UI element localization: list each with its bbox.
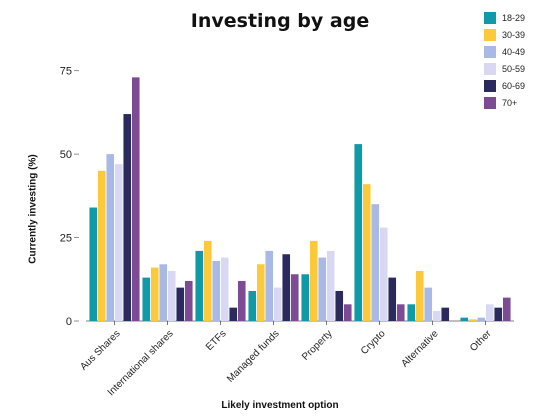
bar-70+-1 xyxy=(184,280,193,321)
bar-60-69-6 xyxy=(441,307,450,321)
legend-item: 60-69 xyxy=(484,77,525,94)
bar-30-39-1 xyxy=(150,267,159,321)
y-tick-label: 25 xyxy=(60,233,72,245)
x-tick-label: Managed funds xyxy=(225,328,282,385)
x-tick-label: Crypto xyxy=(359,328,388,357)
bar-40-49-4 xyxy=(318,257,327,321)
y-tick-label: 50 xyxy=(60,149,72,161)
legend-swatch xyxy=(484,79,496,92)
bar-50-59-4 xyxy=(326,250,335,321)
y-tick-label: 75 xyxy=(60,66,72,78)
legend-item: 30-39 xyxy=(484,26,525,43)
bar-18-29-4 xyxy=(301,274,310,321)
bar-30-39-6 xyxy=(415,270,424,321)
legend-label: 40-49 xyxy=(502,46,526,57)
legend-item: 40-49 xyxy=(484,43,525,60)
x-tick-label: Other xyxy=(468,328,494,354)
bar-60-69-3 xyxy=(282,254,291,321)
bar-60-69-1 xyxy=(176,287,185,322)
legend-swatch xyxy=(484,96,496,109)
x-tick-label: Alternative xyxy=(399,328,440,369)
legend-label: 30-39 xyxy=(502,29,526,40)
bar-70+-5 xyxy=(396,304,405,321)
bar-40-49-7 xyxy=(477,317,486,321)
legend-label: 18-29 xyxy=(502,12,526,23)
bar-40-49-3 xyxy=(265,250,274,321)
bar-40-49-1 xyxy=(159,264,168,321)
bar-50-59-3 xyxy=(273,287,282,322)
bar-50-59-2 xyxy=(220,257,229,321)
legend-swatch xyxy=(484,28,496,41)
bar-60-69-7 xyxy=(494,307,503,321)
legend-swatch xyxy=(484,45,496,58)
legend-item: 70+ xyxy=(484,94,525,111)
bar-30-39-5 xyxy=(362,184,371,321)
x-tick-label: Property xyxy=(300,328,335,363)
bar-40-49-2 xyxy=(212,260,221,321)
bar-70+-4 xyxy=(343,304,352,321)
y-tick-label: 0 xyxy=(66,316,72,328)
bar-40-49-5 xyxy=(371,204,380,321)
bar-70+-3 xyxy=(290,274,299,321)
bar-18-29-7 xyxy=(460,317,469,321)
bar-40-49-6 xyxy=(424,287,433,322)
bar-50-59-5 xyxy=(379,227,388,321)
legend: 18-29 30-39 40-49 50-59 60-69 70+ xyxy=(484,9,525,111)
bar-30-39-4 xyxy=(309,240,318,321)
bar-40-49-0 xyxy=(106,154,115,322)
bar-70+-2 xyxy=(237,280,246,321)
legend-label: 50-59 xyxy=(502,63,526,74)
bar-18-29-3 xyxy=(248,290,257,321)
legend-item: 18-29 xyxy=(484,9,525,26)
bar-50-59-7 xyxy=(485,304,494,321)
bar-30-39-7 xyxy=(468,319,477,321)
chart-title: Investing by age xyxy=(190,10,370,32)
bar-50-59-1 xyxy=(167,270,176,321)
bar-50-59-6 xyxy=(432,310,441,321)
bar-18-29-6 xyxy=(407,304,416,321)
bar-18-29-2 xyxy=(195,250,204,321)
x-tick-label: ETFs xyxy=(204,328,229,353)
bar-18-29-0 xyxy=(89,207,98,321)
bar-60-69-5 xyxy=(388,277,397,321)
bar-70+-0 xyxy=(131,77,140,321)
bar-50-59-0 xyxy=(114,164,123,321)
bar-30-39-3 xyxy=(256,264,265,321)
x-tick-label: Aus Shares xyxy=(78,328,122,372)
bar-30-39-2 xyxy=(203,240,212,321)
bar-60-69-0 xyxy=(123,114,132,321)
legend-swatch xyxy=(484,11,496,24)
bar-60-69-4 xyxy=(335,290,344,321)
legend-label: 60-69 xyxy=(502,80,526,91)
legend-item: 50-59 xyxy=(484,60,525,77)
x-axis-label: Likely investment option xyxy=(221,400,339,411)
legend-swatch xyxy=(484,62,496,75)
bar-70+-7 xyxy=(502,297,511,321)
legend-label: 70+ xyxy=(502,97,518,108)
bar-18-29-1 xyxy=(142,277,151,321)
bar-30-39-0 xyxy=(97,170,106,321)
bar-18-29-5 xyxy=(354,144,363,321)
bar-60-69-2 xyxy=(229,307,238,321)
